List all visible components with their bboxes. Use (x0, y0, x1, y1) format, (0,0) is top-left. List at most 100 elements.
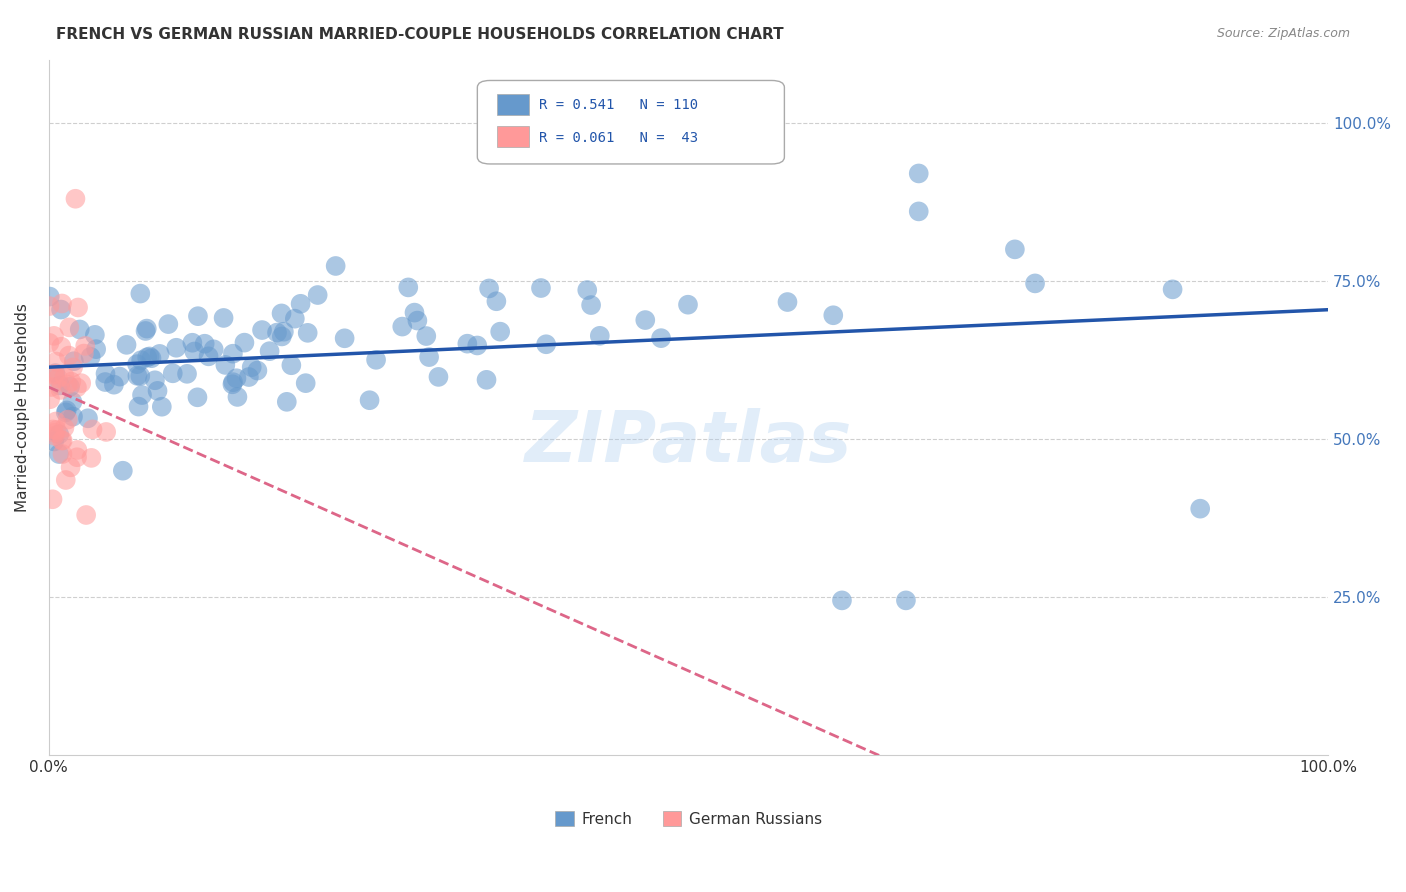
French (294, 376, 316, 391)
French (290, 297, 312, 311)
French (55, 405, 77, 419)
French (634, 313, 657, 327)
French (135, 321, 157, 335)
French (129, 369, 152, 384)
German Russians (67, 301, 90, 315)
German Russians (73, 346, 96, 360)
French (359, 393, 381, 408)
French (325, 259, 347, 273)
French (222, 347, 245, 361)
German Russians (52, 434, 75, 448)
German Russians (51, 434, 73, 448)
French (48, 427, 70, 442)
Legend: French, German Russians: French, German Russians (550, 805, 828, 833)
German Russians (55, 473, 77, 487)
French (150, 400, 173, 414)
French (194, 336, 217, 351)
German Russians (45, 354, 67, 368)
French (63, 354, 86, 368)
French (396, 280, 419, 294)
German Russians (60, 375, 83, 389)
French (128, 400, 150, 414)
German Russians (41, 492, 63, 507)
French (48, 447, 70, 461)
French (238, 370, 260, 384)
French (489, 325, 512, 339)
French (1024, 277, 1046, 291)
French (143, 373, 166, 387)
French (478, 281, 501, 295)
French (108, 369, 131, 384)
German Russians (56, 412, 79, 426)
French (103, 377, 125, 392)
French (475, 373, 498, 387)
German Russians (51, 296, 73, 310)
French (136, 351, 159, 365)
French (187, 309, 209, 323)
French (406, 313, 429, 327)
French (831, 593, 853, 607)
German Russians (82, 422, 104, 436)
French (94, 375, 117, 389)
French (183, 344, 205, 359)
German Russians (66, 450, 89, 465)
French (131, 388, 153, 402)
German Russians (70, 376, 93, 391)
French (776, 295, 799, 310)
German Russians (38, 299, 60, 313)
French (427, 370, 450, 384)
French (233, 335, 256, 350)
French (202, 343, 225, 357)
French (221, 377, 243, 392)
French (162, 367, 184, 381)
French (485, 294, 508, 309)
French (284, 311, 307, 326)
French (1189, 501, 1212, 516)
French (415, 329, 437, 343)
German Russians (51, 447, 73, 461)
German Russians (38, 335, 60, 350)
French (129, 286, 152, 301)
French (404, 305, 426, 319)
German Russians (53, 421, 76, 435)
French (56, 403, 79, 417)
French (1161, 282, 1184, 296)
French (894, 593, 917, 607)
French (391, 319, 413, 334)
French (530, 281, 553, 295)
French (333, 331, 356, 345)
French (135, 324, 157, 338)
French (83, 327, 105, 342)
German Russians (80, 450, 103, 465)
German Russians (39, 380, 62, 394)
French (456, 336, 478, 351)
French (186, 390, 208, 404)
German Russians (59, 460, 82, 475)
German Russians (39, 392, 62, 407)
German Russians (49, 383, 72, 397)
German Russians (66, 380, 89, 394)
French (907, 166, 929, 180)
French (280, 358, 302, 372)
French (364, 352, 387, 367)
German Russians (56, 377, 79, 392)
French (259, 344, 281, 359)
German Russians (46, 371, 69, 385)
German Russians (58, 349, 80, 363)
Text: ZIPatlas: ZIPatlas (524, 408, 852, 476)
French (77, 411, 100, 425)
German Russians (42, 422, 65, 436)
French (270, 306, 292, 320)
French (146, 384, 169, 398)
French (576, 283, 599, 297)
French (266, 326, 288, 340)
French (465, 338, 488, 352)
French (250, 323, 273, 337)
French (307, 288, 329, 302)
German Russians (75, 508, 97, 522)
French (1004, 243, 1026, 257)
German Russians (65, 192, 87, 206)
Text: R = 0.061   N =  43: R = 0.061 N = 43 (538, 130, 697, 145)
French (157, 317, 180, 331)
French (79, 350, 101, 364)
